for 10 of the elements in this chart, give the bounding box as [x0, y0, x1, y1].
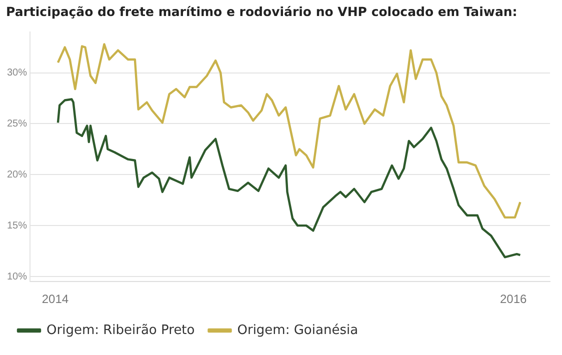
y-tick-label: 10% [7, 271, 28, 282]
x-tick-label: 2016 [500, 292, 528, 306]
legend-label: Origem: Ribeirão Preto [46, 322, 195, 338]
x-tick-label: 2014 [42, 292, 69, 306]
legend-label: Origem: Goianésia [237, 322, 358, 338]
y-tick-label: 15% [7, 220, 28, 232]
y-tick-label: 25% [7, 118, 28, 130]
y-tick-label: 20% [7, 169, 28, 180]
chart-title: Participação do frete marítimo e rodoviário no VHP colocado em Taiwan: [6, 4, 518, 19]
y-tick-label: 30% [7, 68, 28, 78]
